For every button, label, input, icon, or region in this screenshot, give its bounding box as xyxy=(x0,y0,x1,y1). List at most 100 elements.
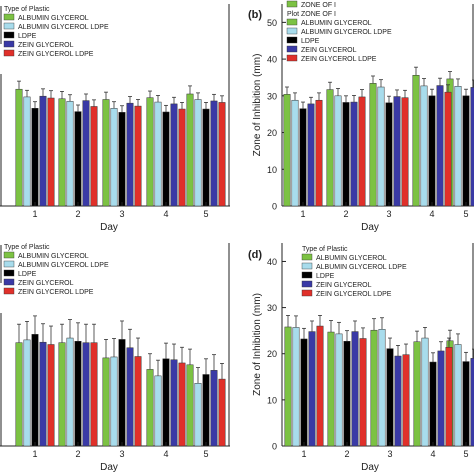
legend: ZONE OF I Plot ZONE OF I ALBUMIN GLYCEROL A… xyxy=(286,0,392,63)
bar xyxy=(315,99,323,207)
y-tick-label: 50 xyxy=(267,18,277,28)
x-tick-label: 2 xyxy=(344,449,349,459)
bar xyxy=(90,342,98,447)
y-tick-label: 10 xyxy=(267,395,277,405)
bar xyxy=(437,350,445,447)
bar xyxy=(162,111,170,207)
bar xyxy=(300,338,308,447)
bar xyxy=(134,356,142,447)
bar xyxy=(308,331,316,447)
legend-entry-label: LDPE xyxy=(316,273,335,280)
bar xyxy=(377,86,385,207)
bar xyxy=(402,354,410,447)
bar xyxy=(47,344,55,447)
legend-entry-label: ZEIN GLYCEROL xyxy=(301,47,357,54)
legend-entry-label: ZEIN GLYCEROL LDPE xyxy=(301,56,377,63)
bar xyxy=(66,337,74,447)
bar xyxy=(429,361,437,447)
bar xyxy=(110,356,118,447)
bar xyxy=(394,355,402,447)
bar xyxy=(146,369,154,447)
bar xyxy=(350,101,358,207)
bar xyxy=(462,361,470,447)
bar xyxy=(413,341,421,447)
legend-entry-label: ALBUMIN GLYCEROL xyxy=(316,255,387,262)
bar xyxy=(386,348,394,447)
legend-entry-label: ALBUMIN GLYCEROL xyxy=(18,253,89,260)
x-tick-label: 1 xyxy=(301,449,306,459)
bar xyxy=(170,359,178,447)
bar xyxy=(327,331,335,447)
bar xyxy=(462,95,470,207)
bar xyxy=(74,341,82,447)
y-tick-label: 30 xyxy=(267,303,277,313)
bar xyxy=(126,347,134,447)
bar xyxy=(146,97,154,207)
y-tick-label: 0 xyxy=(272,202,277,212)
legend-title: Type of Plastic xyxy=(302,246,348,253)
bar xyxy=(15,88,23,207)
legend-swatch xyxy=(3,49,15,57)
legend-entry-label: ALBUMIN GLYCEROL xyxy=(301,20,372,27)
y-tick-label: 30 xyxy=(267,91,277,101)
bar xyxy=(210,370,218,447)
x-tick-label: 5 xyxy=(203,209,208,219)
bar xyxy=(47,97,55,207)
x-tick-label: 3 xyxy=(386,209,391,219)
x-axis-title: Day xyxy=(100,462,118,473)
legend-swatch xyxy=(286,18,298,26)
bar xyxy=(118,339,126,447)
legend-entry-label: ZEIN GLYCEROL xyxy=(18,42,74,49)
bar xyxy=(162,358,170,447)
bar xyxy=(393,96,401,207)
bar xyxy=(445,347,453,447)
legend-swatch xyxy=(3,278,15,286)
legend-entry-label: ALBUMIN GLYCEROL LDPE xyxy=(18,262,109,269)
legend-entry-label: ZEIN GLYCEROL LDPE xyxy=(18,289,94,296)
x-tick-label: 1 xyxy=(32,449,37,459)
x-tick-label: 4 xyxy=(429,209,434,219)
x-axis-title: Day xyxy=(361,222,379,233)
bar xyxy=(58,98,66,207)
bar xyxy=(186,93,194,207)
bar xyxy=(358,96,366,207)
legend-swatch xyxy=(286,0,298,8)
x-tick-label: 3 xyxy=(119,209,124,219)
y-tick-label: 10 xyxy=(267,165,277,175)
legend-swatch xyxy=(3,260,15,268)
legend: Type of Plastic ALBUMIN GLYCEROL ALBUMIN G… xyxy=(301,246,407,298)
bar xyxy=(170,103,178,207)
bar xyxy=(369,83,377,207)
bar xyxy=(210,100,218,207)
legend-entry-label: ALBUMIN GLYCEROL LDPE xyxy=(316,264,407,271)
x-tick-label: 5 xyxy=(463,449,468,459)
legend-entry-label: ZONE OF I xyxy=(301,2,336,9)
bar xyxy=(102,99,110,207)
bar xyxy=(385,102,393,207)
x-tick-label: 2 xyxy=(343,209,348,219)
x-tick-label: 1 xyxy=(300,209,305,219)
bar xyxy=(31,108,39,207)
x-tick-label: 4 xyxy=(430,449,435,459)
panel-label: (b) xyxy=(248,9,262,21)
bar xyxy=(370,329,378,447)
panel-d: 0 10 20 30 40 Zone of Inhibition (mm) 1 2 3 4 5 Day… xyxy=(248,243,474,473)
legend: Type of Plastic ALBUMIN GLYCEROL ALBUMIN G… xyxy=(3,6,109,58)
legend-title: Type of Plastic xyxy=(4,6,50,13)
legend-swatch xyxy=(3,40,15,48)
bar xyxy=(202,374,210,447)
legend-swatch xyxy=(3,287,15,295)
bar xyxy=(334,95,342,207)
legend-swatch xyxy=(286,54,298,62)
legend-swatch xyxy=(301,280,313,288)
y-tick-label: 20 xyxy=(267,128,277,138)
bar xyxy=(82,342,90,447)
legend-entry-label: LDPE xyxy=(18,33,37,40)
y-tick-label: 40 xyxy=(267,55,277,65)
legend-swatch xyxy=(3,13,15,21)
bar xyxy=(444,91,452,207)
legend-entry-label: ALBUMIN GLYCEROL LDPE xyxy=(18,24,109,31)
bar xyxy=(178,108,186,207)
legend-swatch xyxy=(286,45,298,53)
bar xyxy=(292,327,300,447)
